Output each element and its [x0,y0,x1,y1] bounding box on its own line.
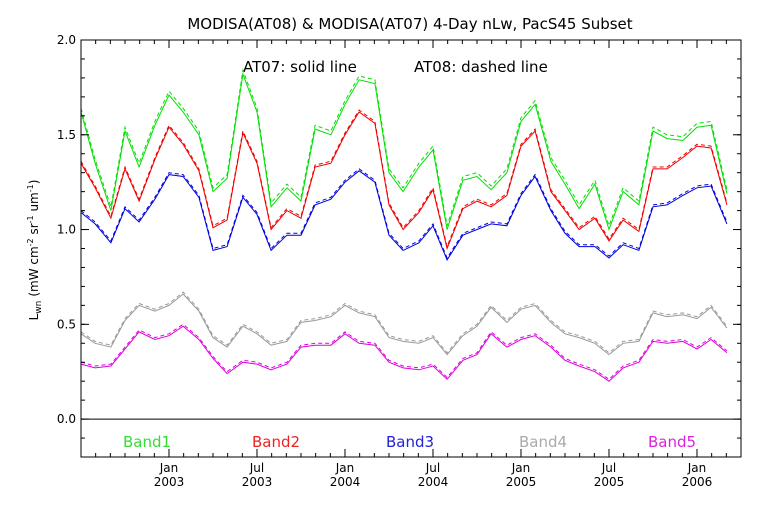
band2-at08-dashed-line [80,109,728,249]
x-tick-month: Jan [335,461,355,475]
y-tick-label: 1.5 [57,128,76,142]
legend-band5: Band5 [648,433,696,451]
legend-band1: Band1 [123,433,171,451]
annotation-solid-line: AT07: solid line [243,58,357,76]
y-axis-label-sup3: -1 [26,184,35,192]
y-tick-label: 2.0 [57,33,76,47]
y-axis-label-sup1: -2 [26,238,35,246]
x-tick-month: Jul [249,461,264,475]
y-axis-label-sub: wn [34,301,44,314]
x-tick-year: 2005 [506,475,537,489]
legend: Band1 Band2 Band3 Band4 Band5 [123,433,696,451]
y-tick-label: 0.0 [57,412,76,426]
y-axis-label: Lwn(mW cm-2 sr-1 um-1) [26,180,44,321]
x-tick-year: 2004 [330,475,361,489]
x-tick-month: Jan [687,461,707,475]
x-tick-month: Jul [601,461,616,475]
y-axis-label-units-end: um [27,192,41,215]
band1-at08-dashed-line [80,68,728,228]
plot-frame [80,39,742,458]
y-axis-label-sup2: -1 [26,215,35,223]
y-tick-label: 0.5 [57,317,76,331]
x-tick-year: 2005 [594,475,625,489]
y-axis-label-units: (mW cm [27,246,41,296]
band5-at08-dashed-line [80,323,728,380]
y-axis-label-units-mid: sr [27,223,41,238]
band4-at07-solid-line [80,293,728,356]
band3-at08-dashed-line [80,168,728,260]
x-tick-month: Jul [425,461,440,475]
x-tick-month: Jan [159,461,179,475]
legend-band2: Band2 [252,433,300,451]
band5-at07-solid-line [80,325,728,382]
band1-at07-solid-line [80,72,728,232]
annotation-dashed-line: AT08: dashed line [414,58,548,76]
band3-at07-solid-line [80,170,728,261]
y-axis-label-main: L [27,313,41,320]
x-tick-year: 2006 [682,475,713,489]
chart-title: MODISA(AT08) & MODISA(AT07) 4-Day nLw, P… [187,15,632,33]
legend-band3: Band3 [386,433,434,451]
x-tick-year: 2003 [154,475,185,489]
legend-band4: Band4 [519,433,567,451]
x-tick-month: Jan [511,461,531,475]
x-axis-ticks: Jan2003Jul2003Jan2004Jul2004Jan2005Jul20… [80,40,742,489]
x-tick-year: 2004 [418,475,449,489]
band2-at07-solid-line [80,111,728,251]
x-tick-year: 2003 [242,475,273,489]
band4-at08-dashed-line [80,291,728,354]
y-axis-label-close: ) [27,180,41,185]
y-axis-ticks: 0.0 0.5 1.0 1.5 2.0 [57,33,741,458]
y-tick-label: 1.0 [57,223,76,237]
plot-lines [80,68,728,382]
